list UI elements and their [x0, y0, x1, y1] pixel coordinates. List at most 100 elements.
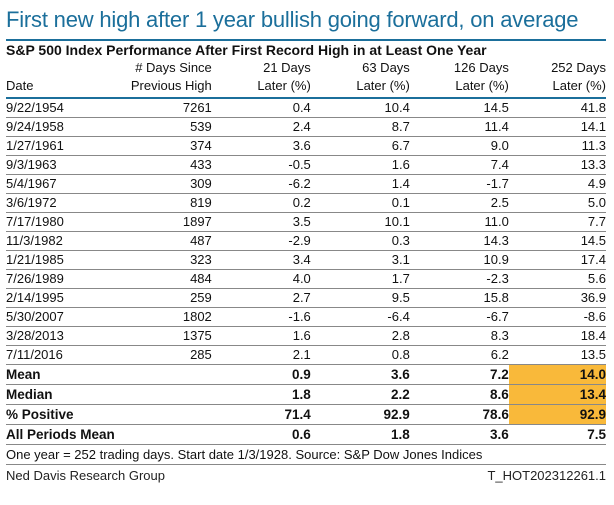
table-cell: 433 [114, 155, 212, 175]
table-cell: 2.4 [211, 117, 311, 137]
table-figure: First new high after 1 year bullish goin… [6, 0, 606, 485]
table-cell: 7.4 [409, 155, 509, 175]
table-cell: 9/24/1958 [6, 117, 115, 137]
source-label: Ned Davis Research Group [6, 468, 165, 483]
table-cell: 2.7 [211, 288, 311, 308]
table-cell: Median [6, 384, 115, 405]
table-cell: 0.6 [211, 424, 311, 445]
performance-table: Date # Days Since Previous High 21 Days Late… [6, 59, 606, 445]
table-cell: -0.5 [211, 155, 311, 175]
table-row: 9/22/1954 7261 0.4 10.4 14.5 41.8 [6, 98, 606, 118]
table-cell [114, 424, 212, 445]
table-cell: 71.4 [211, 404, 311, 425]
column-header: 252 Days Later (%) [508, 59, 606, 99]
table-cell: 11.4 [409, 117, 509, 137]
table-cell: 11.3 [508, 136, 606, 156]
column-header: # Days Since Previous High [114, 59, 212, 99]
table-cell: 1.6 [310, 155, 410, 175]
table-cell: 6.7 [310, 136, 410, 156]
summary-row: Median 1.8 2.2 8.6 13.4 [6, 384, 606, 405]
table-row: 2/14/1995 259 2.7 9.5 15.8 36.9 [6, 288, 606, 308]
table-cell: -6.4 [310, 307, 410, 327]
table-row: 11/3/1982 487 -2.9 0.3 14.3 14.5 [6, 231, 606, 251]
table-cell: 2.2 [310, 384, 410, 405]
summary-row: % Positive 71.4 92.9 78.6 92.9 [6, 404, 606, 425]
table-cell: 3.5 [211, 212, 311, 232]
table-cell: 0.1 [310, 193, 410, 213]
table-cell: 9.5 [310, 288, 410, 308]
column-header-line: Later (%) [552, 78, 606, 93]
table-row: 9/24/1958 539 2.4 8.7 11.4 14.1 [6, 117, 606, 137]
table-cell: 7261 [114, 98, 212, 118]
footnote: One year = 252 trading days. Start date … [6, 445, 606, 465]
column-header-line: Previous High [130, 78, 212, 93]
table-cell: 13.5 [508, 345, 606, 365]
table-row: 3/28/2013 1375 1.6 2.8 8.3 18.4 [6, 326, 606, 346]
table-cell: 3.6 [211, 136, 311, 156]
table-cell: 7.2 [409, 364, 509, 385]
table-cell: -1.6 [211, 307, 311, 327]
table-cell: 1/27/1961 [6, 136, 115, 156]
table-row: 7/11/2016 285 2.1 0.8 6.2 13.5 [6, 345, 606, 365]
table-cell: 10.4 [310, 98, 410, 118]
table-subtitle: S&P 500 Index Performance After First Re… [6, 42, 487, 58]
column-header-line: # Days Since [135, 60, 212, 75]
table-cell: 0.3 [310, 231, 410, 251]
table-cell: 13.3 [508, 155, 606, 175]
table-cell: 285 [114, 345, 212, 365]
table-cell: 2.1 [211, 345, 311, 365]
table-cell: 1/21/1985 [6, 250, 115, 270]
table-cell: 9/3/1963 [6, 155, 115, 175]
summary-row: All Periods Mean 0.6 1.8 3.6 7.5 [6, 424, 606, 445]
table-cell: 10.9 [409, 250, 509, 270]
table-cell: -6.2 [211, 174, 311, 194]
table-cell: -1.7 [409, 174, 509, 194]
column-header-line: 21 Days [263, 60, 311, 75]
table-cell: 10.1 [310, 212, 410, 232]
table-cell: 9/22/1954 [6, 98, 115, 118]
table-cell: 8.3 [409, 326, 509, 346]
table-cell: 2/14/1995 [6, 288, 115, 308]
table-cell: 2.8 [310, 326, 410, 346]
table-cell: 7/11/2016 [6, 345, 115, 365]
table-cell: Mean [6, 364, 115, 385]
table-cell: 1.7 [310, 269, 410, 289]
table-cell: 1375 [114, 326, 212, 346]
table-cell [114, 364, 212, 385]
summary-row: Mean 0.9 3.6 7.2 14.0 [6, 364, 606, 385]
table-cell: 1897 [114, 212, 212, 232]
column-header: 21 Days Later (%) [211, 59, 311, 99]
column-header-line: 252 Days [551, 60, 606, 75]
table-cell: 14.5 [508, 231, 606, 251]
table-cell: 1.4 [310, 174, 410, 194]
column-header: 63 Days Later (%) [310, 59, 410, 99]
table-cell: 41.8 [508, 98, 606, 118]
table-cell: 0.8 [310, 345, 410, 365]
table-cell: 13.4 [508, 384, 606, 405]
table-cell: 323 [114, 250, 212, 270]
table-row: 3/6/1972 819 0.2 0.1 2.5 5.0 [6, 193, 606, 213]
table-cell: -6.7 [409, 307, 509, 327]
footer-row: Ned Davis Research Group T_HOT202312261.… [6, 465, 606, 485]
table-cell: 4.0 [211, 269, 311, 289]
table-cell: 5.6 [508, 269, 606, 289]
table-cell: 3.4 [211, 250, 311, 270]
table-cell: 259 [114, 288, 212, 308]
table-cell: 8.6 [409, 384, 509, 405]
table-cell: 14.5 [409, 98, 509, 118]
table-cell [114, 384, 212, 405]
table-cell: 1802 [114, 307, 212, 327]
table-row: 1/27/1961 374 3.6 6.7 9.0 11.3 [6, 136, 606, 156]
table-cell: 3.6 [310, 364, 410, 385]
table-cell: 4.9 [508, 174, 606, 194]
table-cell: 6.2 [409, 345, 509, 365]
table-cell: 1.8 [310, 424, 410, 445]
table-cell: 8.7 [310, 117, 410, 137]
column-header-line [6, 59, 115, 77]
table-cell: 0.4 [211, 98, 311, 118]
table-cell: 92.9 [310, 404, 410, 425]
table-cell: 7/17/1980 [6, 212, 115, 232]
table-cell: -2.9 [211, 231, 311, 251]
table-cell: 3/6/1972 [6, 193, 115, 213]
page-title: First new high after 1 year bullish goin… [6, 7, 579, 32]
